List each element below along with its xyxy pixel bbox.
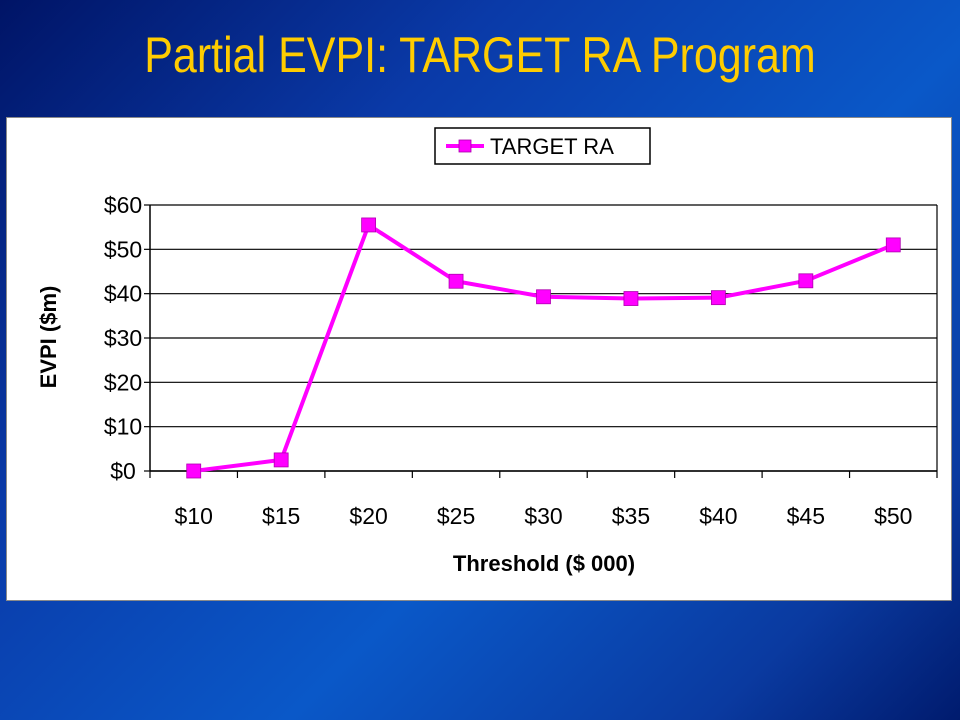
y-tick-label: $10	[104, 414, 142, 440]
data-point-marker	[448, 273, 464, 289]
chart-panel	[6, 117, 952, 601]
y-tick-label: $60	[104, 192, 142, 218]
y-tick-label: $50	[104, 236, 142, 262]
legend: TARGET RA	[434, 127, 651, 165]
tick-labels: $0 $10 $20 $30 $40 $50 $60 $10 $15 $20 $25 $30 $35 $4…	[104, 192, 913, 529]
x-tick-label: $10	[175, 503, 213, 529]
x-tick-label: $35	[612, 503, 650, 529]
x-axis-title: Threshold ($ 000)	[453, 551, 635, 576]
x-tick-label: $40	[699, 503, 737, 529]
y-tick-label: $40	[104, 281, 142, 307]
gridlines	[150, 204, 937, 472]
data-point-marker	[798, 273, 814, 289]
y-tick-label: $0	[110, 458, 136, 484]
data-point-marker	[710, 290, 726, 306]
data-point-marker	[186, 463, 202, 479]
x-tick-label: $45	[787, 503, 825, 529]
data-point-marker	[885, 237, 901, 253]
slide-title: Partial EVPI: TARGET RA Program	[144, 27, 816, 83]
legend-marker-swatch	[458, 139, 472, 153]
x-tick-label: $20	[349, 503, 387, 529]
y-tick-label: $30	[104, 325, 142, 351]
data-point-marker	[273, 452, 289, 468]
y-axis-title: EVPI ($m)	[36, 286, 61, 389]
x-tick-label: $25	[437, 503, 475, 529]
x-tick-label: $50	[874, 503, 912, 529]
data-point-marker	[536, 289, 551, 305]
series-line	[193, 222, 895, 473]
data-point-marker	[623, 291, 639, 306]
data-point-marker	[361, 217, 377, 233]
series-layer	[186, 217, 901, 479]
y-tick-label: $20	[104, 369, 142, 395]
x-tick-label: $15	[262, 503, 300, 529]
x-tick-label: $30	[524, 503, 562, 529]
legend-label: TARGET RA	[490, 134, 614, 159]
axes	[144, 204, 938, 478]
